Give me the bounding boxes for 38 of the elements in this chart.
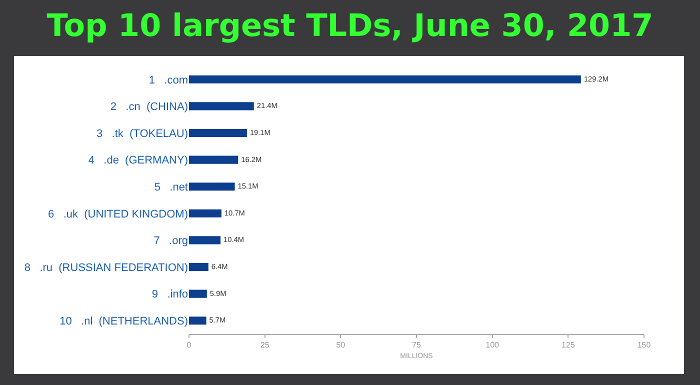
data-label: 16.2M [241, 154, 262, 164]
data-label: 19.1M [250, 128, 270, 138]
bar [189, 102, 254, 110]
y-tick-label: 10 .nl (NETHERLANDS) [60, 315, 188, 328]
x-tick-label: 125 [561, 340, 576, 350]
data-label: 10.4M [224, 235, 244, 244]
bar [189, 75, 581, 84]
data-label: 5.7M [209, 316, 226, 325]
data-label: 10.7M [224, 208, 245, 218]
y-tick-label: 5 .net [154, 181, 188, 194]
bar [189, 236, 221, 244]
data-label: 5.9M [210, 288, 226, 298]
x-tick-label: 75 [412, 340, 422, 350]
data-label: 21.4M [256, 101, 278, 110]
data-label: 15.1M [238, 182, 258, 191]
x-tick-label: 100 [486, 340, 500, 350]
data-label: 129.2M [584, 74, 608, 84]
data-label: 6.4M [211, 262, 228, 272]
x-tick-label: 50 [336, 340, 346, 350]
chart-title: Top 10 largest TLDs, June 30, 2017 [46, 7, 654, 46]
y-tick-label: 1 .com [148, 74, 188, 86]
y-tick-label: 9 .info [152, 288, 188, 301]
bar [189, 316, 206, 325]
y-tick-label: 2 .cn (CHINA) [110, 101, 188, 114]
bar [189, 290, 207, 298]
y-tick-label: 4 .de (GERMANY) [88, 154, 188, 167]
bar [189, 209, 222, 218]
x-tick-label: 150 [637, 340, 652, 350]
bar [189, 156, 238, 164]
x-tick-label: 0 [186, 340, 192, 350]
y-tick-label: 3 .tk (TOKELAU) [96, 128, 188, 140]
x-tick-label: 25 [260, 340, 270, 350]
y-tick-label: 6 .uk (UNITED KINGDOM) [48, 208, 188, 220]
bar [189, 182, 235, 191]
bar [189, 262, 208, 272]
y-tick-label: 7 .org [154, 235, 188, 248]
bar [189, 128, 247, 138]
y-tick-label: 8 .ru (RUSSIAN FEDERATION) [24, 262, 188, 274]
